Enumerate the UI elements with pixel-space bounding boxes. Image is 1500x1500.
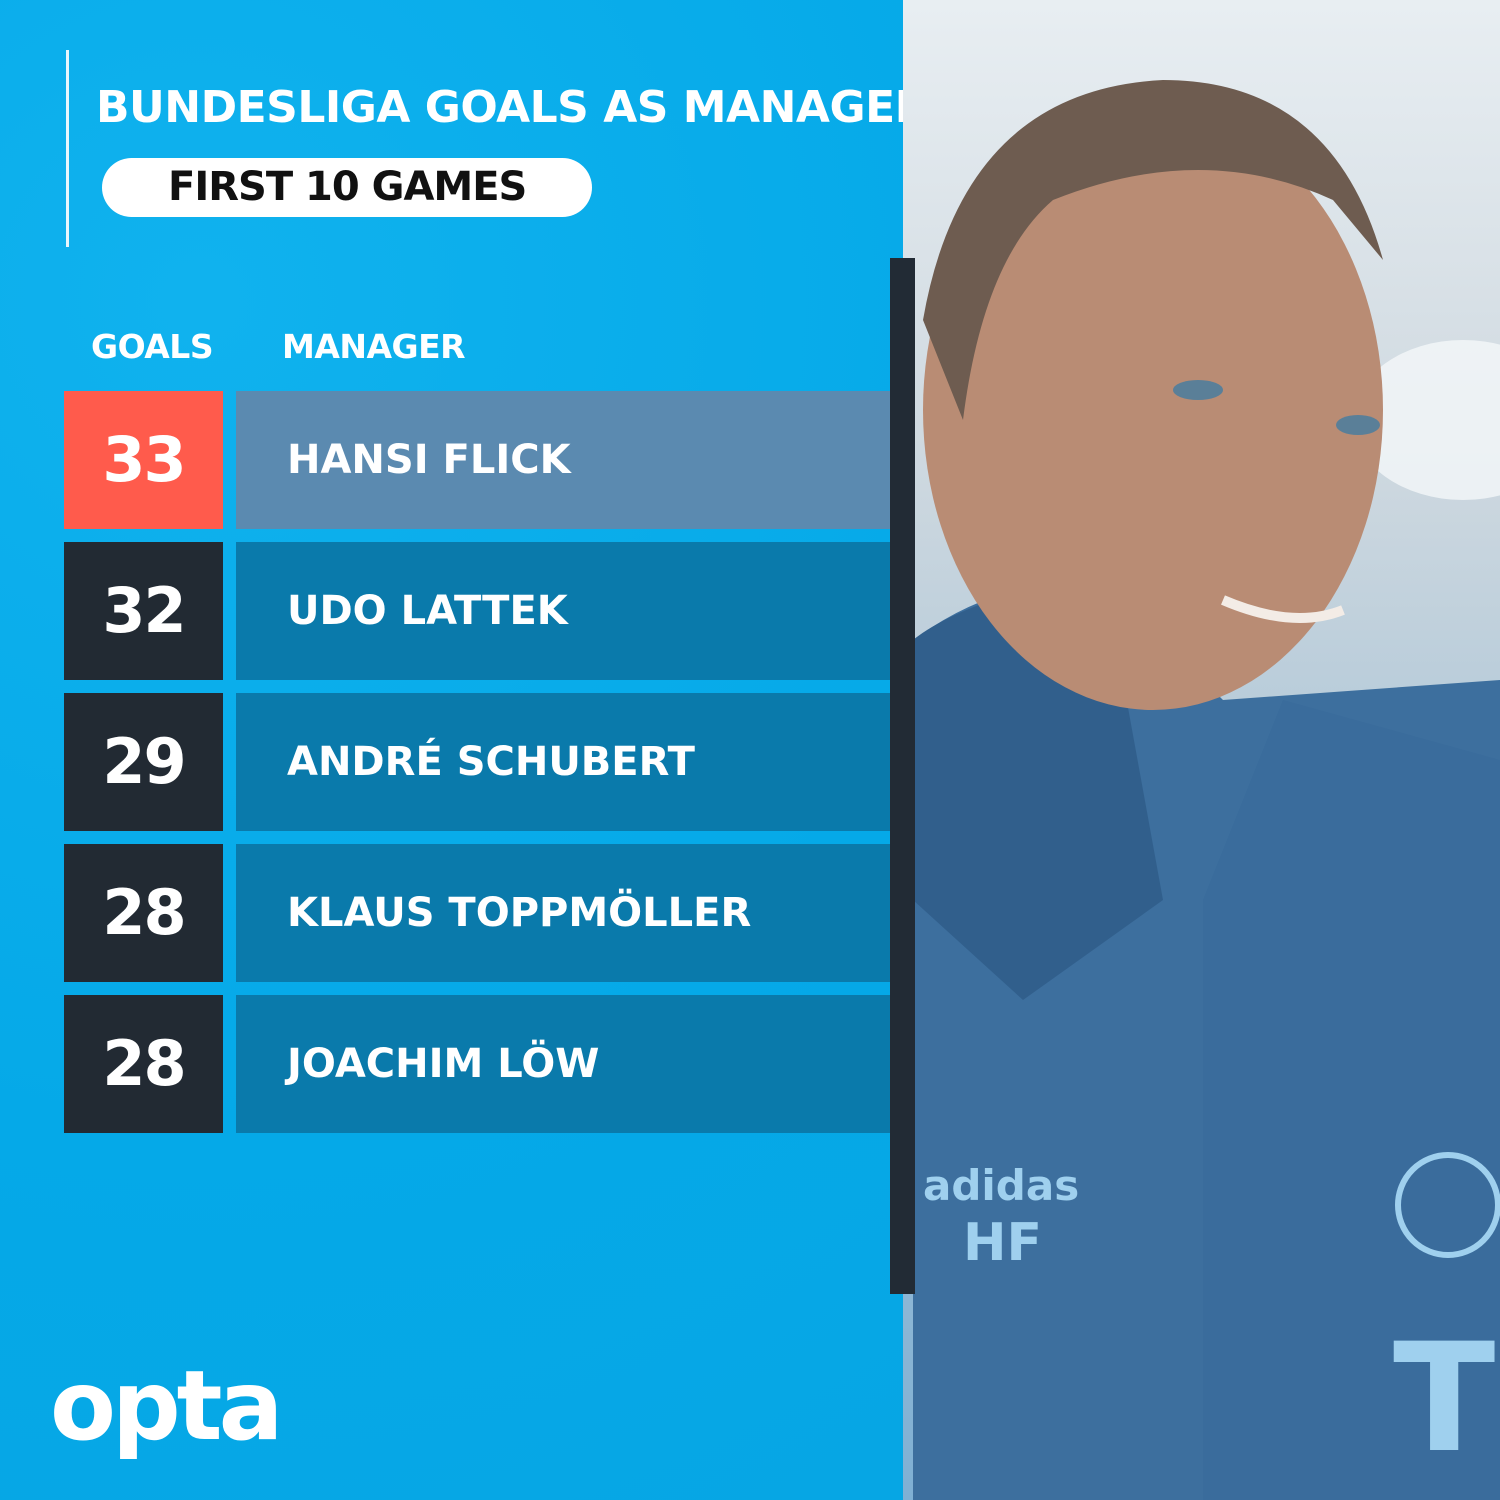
svg-text:HF: HF — [963, 1213, 1042, 1273]
goals-value: 29 — [64, 693, 223, 831]
chart-title: BUNDESLIGA GOALS AS MANAGER — [96, 82, 929, 133]
chart-subtitle: FIRST 10 GAMES — [168, 164, 527, 210]
goals-value: 32 — [64, 542, 223, 680]
table-row: 29 ANDRÉ SCHUBERT — [64, 693, 890, 831]
manager-name: UDO LATTEK — [236, 542, 890, 680]
manager-name: ANDRÉ SCHUBERT — [236, 693, 890, 831]
table-row: 32 UDO LATTEK — [64, 542, 890, 680]
opta-logo: opta — [50, 1350, 283, 1462]
table-row: 28 JOACHIM LÖW — [64, 995, 890, 1133]
goals-value: 33 — [64, 391, 223, 529]
svg-text:adidas: adidas — [923, 1161, 1079, 1210]
table-row: 28 KLAUS TOPPMÖLLER — [64, 844, 890, 982]
column-header-manager: MANAGER — [282, 327, 466, 366]
title-accent-line — [66, 50, 69, 247]
divider-bar — [890, 258, 915, 1294]
goals-value: 28 — [64, 995, 223, 1133]
manager-photo: adidas HF T — [903, 0, 1500, 1500]
manager-name: HANSI FLICK — [236, 391, 890, 529]
subtitle-pill: FIRST 10 GAMES — [102, 158, 592, 217]
manager-name: KLAUS TOPPMÖLLER — [236, 844, 890, 982]
manager-portrait-illustration: adidas HF T — [913, 80, 1500, 1500]
goals-value: 28 — [64, 844, 223, 982]
table-row: 33 HANSI FLICK — [64, 391, 890, 529]
column-header-goals: GOALS — [91, 327, 214, 366]
manager-name: JOACHIM LÖW — [236, 995, 890, 1133]
svg-text:T: T — [1393, 1312, 1495, 1486]
